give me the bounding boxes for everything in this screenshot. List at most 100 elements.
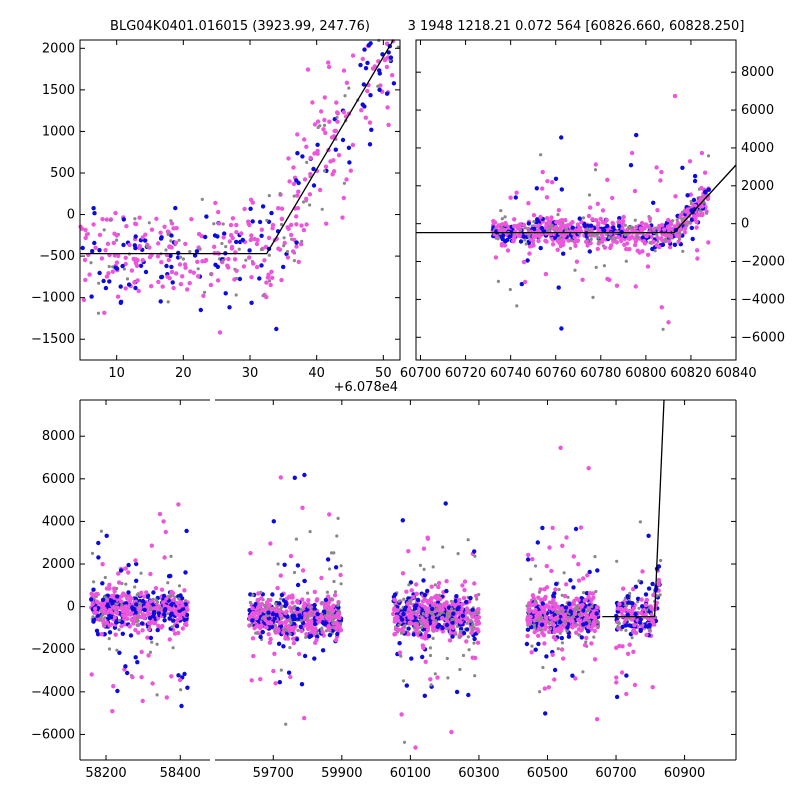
data-point	[323, 130, 328, 136]
data-point	[445, 656, 449, 661]
x-tick-label: 60760	[535, 366, 576, 381]
data-point	[126, 282, 132, 287]
data-point	[632, 682, 638, 688]
data-point	[444, 600, 449, 605]
data-point	[702, 170, 708, 175]
data-point	[369, 127, 374, 132]
data-point	[361, 82, 366, 87]
data-point	[363, 66, 369, 71]
data-point	[582, 591, 586, 595]
data-point	[147, 620, 152, 626]
data-point	[679, 212, 684, 217]
data-point	[402, 607, 408, 612]
data-point	[540, 607, 545, 613]
data-point	[625, 651, 631, 656]
data-point	[162, 555, 167, 560]
data-point	[171, 618, 176, 623]
data-point	[399, 712, 404, 717]
data-point	[220, 241, 224, 246]
data-point	[587, 569, 592, 575]
data-point	[296, 259, 301, 265]
data-point	[446, 627, 450, 631]
data-point	[500, 222, 505, 227]
data-point	[580, 277, 585, 282]
data-point	[470, 614, 475, 619]
data-point	[90, 249, 95, 254]
data-point	[333, 638, 339, 643]
data-point	[664, 233, 669, 238]
data-point	[279, 222, 284, 227]
data-point	[621, 586, 626, 591]
data-point	[565, 629, 569, 633]
data-point	[327, 632, 333, 638]
data-point	[95, 632, 101, 637]
data-point	[444, 622, 450, 628]
data-point	[397, 623, 401, 627]
data-point	[335, 631, 340, 637]
model-line	[416, 164, 737, 234]
data-point	[169, 233, 174, 238]
data-point	[322, 169, 327, 173]
data-point	[308, 203, 312, 207]
data-point	[221, 259, 225, 263]
data-point	[324, 221, 329, 226]
data-point	[617, 601, 622, 607]
data-point	[420, 654, 425, 660]
data-point	[450, 634, 455, 639]
data-point	[507, 234, 512, 239]
data-point	[296, 189, 301, 194]
data-point	[282, 244, 286, 248]
data-point	[304, 623, 309, 628]
data-point	[304, 196, 309, 202]
data-point	[433, 583, 437, 587]
data-point	[647, 628, 652, 632]
data-point	[471, 622, 475, 627]
data-point	[539, 225, 544, 231]
data-point	[275, 585, 280, 591]
data-point	[665, 224, 671, 229]
data-point	[151, 597, 155, 601]
data-point	[550, 180, 555, 185]
data-point	[529, 243, 534, 248]
data-point	[581, 608, 586, 613]
data-point	[358, 62, 363, 68]
data-point	[437, 612, 442, 616]
title-left: BLG04K0401.016015 (3923.99, 247.76)	[110, 19, 370, 34]
data-point	[444, 579, 449, 584]
data-point	[134, 578, 139, 583]
data-point	[300, 597, 305, 602]
data-point	[157, 511, 163, 517]
plot-frame	[415, 39, 737, 361]
data-point	[673, 194, 678, 199]
data-point	[155, 693, 159, 697]
data-point	[126, 562, 131, 568]
data-point	[260, 629, 265, 635]
x-offset-label: +6.078e4	[334, 380, 398, 395]
data-point	[149, 227, 155, 232]
data-point	[269, 624, 275, 629]
data-point	[270, 592, 275, 597]
data-point	[571, 615, 575, 619]
data-point	[332, 551, 336, 555]
data-point	[663, 237, 668, 241]
data-point	[123, 601, 129, 606]
data-point	[392, 592, 398, 597]
data-point	[348, 168, 353, 173]
data-point	[135, 660, 140, 665]
data-point	[550, 223, 554, 227]
data-point	[330, 608, 336, 614]
data-point	[166, 581, 170, 585]
data-point	[251, 261, 256, 266]
data-point	[248, 551, 253, 556]
data-point	[339, 582, 343, 586]
data-point	[413, 626, 417, 630]
data-point	[111, 586, 117, 591]
data-point	[620, 644, 625, 649]
data-point	[309, 618, 314, 624]
data-point	[474, 593, 479, 599]
data-point	[234, 230, 239, 235]
data-point	[526, 228, 531, 232]
data-point	[84, 232, 90, 237]
data-point	[279, 668, 283, 672]
data-point	[395, 618, 401, 623]
